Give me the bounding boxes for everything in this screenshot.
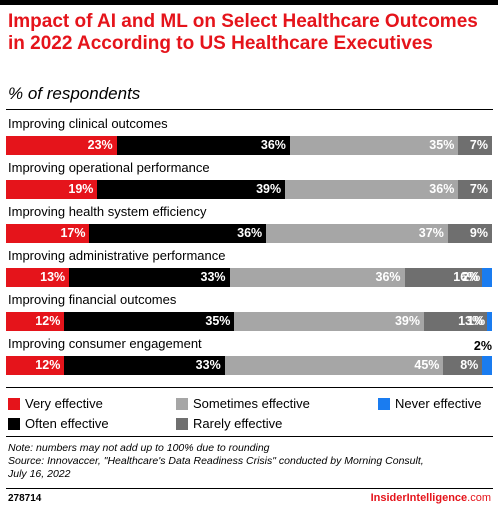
data-label: 35%	[205, 314, 231, 328]
bar-segment-rarely-effective	[447, 224, 492, 243]
data-label: 33%	[200, 270, 226, 284]
bar-segment-sometimes-effective	[234, 312, 424, 331]
category-label: Improving health system efficiency	[8, 204, 207, 219]
bar-segment-sometimes-effective	[224, 356, 444, 375]
note-line-1: Note: numbers may not add up to 100% due…	[8, 442, 270, 454]
bar-segment-sometimes-effective	[289, 136, 459, 155]
chart-id: 278714	[8, 493, 42, 504]
note-line-3: July 16, 2022	[8, 468, 71, 480]
bar-segment-rarely-effective	[458, 180, 492, 199]
data-label: 36%	[375, 270, 401, 284]
bar-segment-sometimes-effective	[229, 268, 405, 287]
bar-segment-rarely-effective	[423, 312, 488, 331]
legend-swatch	[8, 398, 20, 410]
data-label: 7%	[469, 138, 488, 152]
bar-row: 12% 33% 45% 8% 2%	[6, 339, 492, 375]
legend-label: Often effective	[25, 416, 109, 431]
category-label: Improving operational performance	[8, 160, 210, 175]
bar-segment-often-effective	[97, 180, 286, 199]
data-label: 2%	[473, 339, 492, 353]
brand-name: InsiderIntelligence	[370, 492, 468, 504]
bar-segment-very-effective	[6, 268, 70, 287]
data-label: 37%	[418, 226, 444, 240]
data-label: 17%	[60, 226, 86, 240]
bar-segment-very-effective	[6, 180, 98, 199]
bar-segment-often-effective	[89, 224, 267, 243]
legend-swatch	[8, 418, 20, 430]
note-line-2: Source: Innovaccer, "Healthcare's Data R…	[8, 455, 424, 467]
bar-segment-never-effective	[487, 312, 492, 331]
bar-row: 23% 36% 35% 7%	[6, 136, 492, 155]
brand-logo[interactable]: InsiderIntelligence.com	[371, 491, 491, 505]
data-label: 2%	[462, 270, 481, 284]
chart-subtitle: % of respondents	[8, 84, 141, 103]
legend-label: Very effective	[25, 396, 103, 411]
data-label: 36%	[429, 182, 455, 196]
brand-domain: .com	[467, 492, 491, 504]
legend-swatch	[378, 398, 390, 410]
data-label: 33%	[195, 358, 221, 372]
legend-divider	[6, 387, 493, 388]
data-label: 7%	[469, 182, 488, 196]
bar-segment-rarely-effective	[404, 268, 483, 287]
bar-segment-often-effective	[69, 268, 230, 287]
legend-label: Rarely effective	[193, 416, 283, 431]
note-divider	[6, 436, 493, 437]
bar-segment-very-effective	[6, 224, 90, 243]
data-label: 12%	[35, 358, 61, 372]
bar-segment-often-effective	[64, 312, 235, 331]
category-label: Improving financial outcomes	[8, 292, 177, 307]
data-label: 16%	[453, 270, 479, 284]
data-label: 35%	[429, 138, 455, 152]
bar-segment-rarely-effective	[443, 356, 483, 375]
data-label: 12%	[35, 314, 61, 328]
top-rule	[0, 0, 498, 5]
category-label: Improving consumer engagement	[8, 336, 202, 351]
bar-segment-never-effective	[482, 356, 492, 375]
legend-label: Never effective	[395, 396, 482, 411]
bar-segment-often-effective	[116, 136, 290, 155]
data-label: 36%	[260, 138, 286, 152]
bar-segment-rarely-effective	[458, 136, 492, 155]
bar-segment-sometimes-effective	[285, 180, 459, 199]
legend-label: Sometimes effective	[193, 396, 310, 411]
header-divider	[6, 109, 493, 110]
data-label: 1%	[467, 314, 486, 328]
bar-segment-often-effective	[64, 356, 225, 375]
data-label: 13%	[458, 314, 484, 328]
chart-legend: Very effective Sometimes effective Never e…	[0, 392, 498, 432]
footer-divider	[6, 488, 493, 489]
bar-row: 17% 36% 37% 9%	[6, 224, 492, 243]
data-label: 36%	[237, 226, 263, 240]
bar-segment-very-effective	[6, 136, 117, 155]
legend-swatch	[176, 418, 188, 430]
data-label: 45%	[414, 358, 440, 372]
bar-segment-never-effective	[482, 268, 492, 287]
data-label: 9%	[469, 226, 488, 240]
data-label: 19%	[68, 182, 94, 196]
legend-swatch	[176, 398, 188, 410]
data-label: 13%	[40, 270, 66, 284]
data-label: 23%	[87, 138, 113, 152]
bar-row: 12% 35% 39% 13% 1%	[6, 312, 492, 331]
bar-segment-sometimes-effective	[266, 224, 448, 243]
bar-row: 19% 39% 36% 7%	[6, 180, 492, 199]
source-note: Note: numbers may not add up to 100% due…	[8, 442, 493, 481]
data-label: 8%	[460, 358, 479, 372]
chart-title: Impact of AI and ML on Select Healthcare…	[8, 11, 478, 54]
bar-segment-very-effective	[6, 356, 65, 375]
data-label: 39%	[394, 314, 420, 328]
category-label: Improving clinical outcomes	[8, 116, 168, 131]
bar-segment-very-effective	[6, 312, 65, 331]
category-label: Improving administrative performance	[8, 248, 226, 263]
data-label: 39%	[256, 182, 282, 196]
bar-row: 13% 33% 36% 16% 2%	[6, 268, 492, 287]
